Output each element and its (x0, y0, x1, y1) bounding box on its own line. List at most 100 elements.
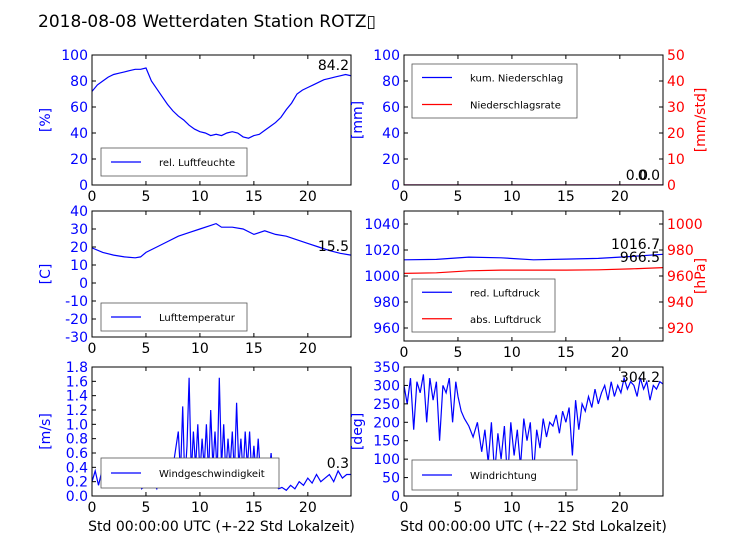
y-axis-label: [%] (38, 108, 54, 132)
y-tick-label: 0.4 (66, 460, 88, 476)
panel-3: 0 5 10 15 20 -30 -20 -10 0 10 20 30 40 [C] Lufttempera… (38, 204, 352, 357)
x-tick-label: 20 (611, 345, 629, 361)
y-tick-label: 1.0 (66, 417, 88, 433)
legend-label-1: rel. Luftfeuchte (159, 158, 235, 169)
last-value-label: 1016.7 (611, 237, 660, 253)
series-line-1 (404, 374, 663, 482)
x-tick-label: 10 (191, 341, 209, 357)
x-tick-label: 20 (299, 341, 317, 357)
y-tick-label: 1.2 (66, 403, 88, 419)
y-tick-label: 0.8 (66, 432, 88, 448)
series-line-2 (404, 267, 663, 274)
x-tick-label: 5 (141, 341, 150, 357)
series-line-1 (92, 222, 351, 259)
last-value-label: 0.0 (638, 168, 660, 184)
x-tick-label: 15 (245, 189, 263, 205)
y-tick-label: 50 (382, 471, 400, 487)
y-axis-label: [m/s] (38, 413, 54, 450)
y-right-axis-label: [hPa] (693, 258, 709, 294)
y-tick-label: 100 (373, 48, 400, 64)
x-tick-label: 0 (88, 189, 97, 205)
y-tick-label: 40 (70, 126, 88, 142)
x-tick-label: 0 (88, 500, 97, 516)
y-tick-label: 0.6 (66, 446, 88, 462)
y-tick-label: 0 (391, 489, 400, 505)
x-tick-label: 20 (299, 500, 317, 516)
y-tick-label: 350 (373, 360, 400, 376)
y-right-tick-label: 10 (667, 152, 685, 168)
panel-frame (91, 210, 352, 338)
y-tick-label: 960 (373, 321, 400, 337)
x-tick-label: 15 (245, 500, 263, 516)
x-tick-label: 10 (191, 500, 209, 516)
x-tick-label: 10 (503, 345, 521, 361)
last-value-label-2: 966.5 (620, 250, 660, 266)
y-tick-label: 1040 (364, 217, 400, 233)
y-tick-label: 980 (373, 295, 400, 311)
y-tick-label: 0 (391, 178, 400, 194)
y-tick-label: -30 (65, 330, 88, 346)
last-value-label-2: 0.0 (626, 168, 648, 184)
x-tick-label: 0 (88, 341, 97, 357)
last-value-label: 15.5 (318, 239, 349, 255)
panel-frame (91, 54, 352, 186)
legend-label-2: Niederschlagsrate (470, 101, 561, 112)
legend-label-1: kum. Niederschlag (470, 74, 563, 85)
last-value-label: 304.2 (620, 370, 660, 386)
legend-box (411, 278, 556, 333)
legend-label-1: red. Luftdruck (470, 288, 540, 299)
y-axis-label: [mm] (350, 101, 366, 139)
x-tick-label: 0 (400, 345, 409, 361)
x-tick-label: 20 (611, 500, 629, 516)
y-tick-label: 1000 (364, 269, 400, 285)
y-tick-label: 80 (70, 74, 88, 90)
y-right-tick-label: 30 (667, 100, 685, 116)
y-right-tick-label: 960 (667, 269, 694, 285)
y-right-tick-label: 50 (667, 48, 685, 64)
y-tick-label: 200 (373, 415, 400, 431)
y-tick-label: 40 (70, 204, 88, 220)
y-right-tick-label: 40 (667, 74, 685, 90)
y-tick-label: 1.4 (66, 389, 88, 405)
y-tick-label: 1020 (364, 243, 400, 259)
y-tick-label: 0 (79, 276, 88, 292)
y-tick-label: 300 (373, 378, 400, 394)
panel-1: 0 5 10 15 20 0 20 40 60 80 100 [%] rel. Luftfeuchte 8… (38, 48, 352, 205)
y-tick-label: 1.6 (66, 374, 88, 390)
y-right-tick-label: 920 (667, 321, 694, 337)
x-tick-label: 5 (453, 345, 462, 361)
legend-box (411, 63, 578, 119)
y-tick-label: 0.2 (66, 475, 88, 491)
y-tick-label: 40 (382, 126, 400, 142)
x-tick-label: 20 (611, 189, 629, 205)
panel-2: 0 5 10 15 20 0 20 40 60 80 100 0 10 20 30 40 50 [mm] [mm/s… (350, 48, 709, 205)
y-right-tick-label: 940 (667, 295, 694, 311)
y-axis-label: [deg] (350, 413, 366, 450)
y-right-axis-label: [mm/std] (693, 88, 709, 153)
y-tick-label: 20 (70, 240, 88, 256)
x-tick-label: 5 (141, 500, 150, 516)
x-tick-label: 15 (557, 189, 575, 205)
y-tick-label: 20 (382, 152, 400, 168)
x-tick-label: 0 (400, 500, 409, 516)
panel-frame (403, 366, 664, 497)
panel-frame (91, 366, 352, 497)
x-tick-label: 15 (557, 500, 575, 516)
y-tick-label: 150 (373, 434, 400, 450)
x-tick-label: 0 (400, 189, 409, 205)
series-line-1 (404, 253, 663, 261)
panel-frame (403, 54, 664, 186)
y-tick-label: 1.8 (66, 360, 88, 376)
y-axis-label: [C] (38, 264, 54, 285)
y-tick-label: -10 (65, 294, 88, 310)
figure-title: 2018-08-08 Wetterdaten Station ROTZ▯ (38, 12, 376, 32)
y-right-tick-label: 0 (667, 178, 676, 194)
y-right-tick-label: 980 (667, 243, 694, 259)
x-tick-label: 15 (557, 345, 575, 361)
x-tick-label: 20 (299, 189, 317, 205)
y-tick-label: 30 (70, 222, 88, 238)
y-tick-label: 10 (70, 258, 88, 274)
x-tick-label: 5 (453, 500, 462, 516)
